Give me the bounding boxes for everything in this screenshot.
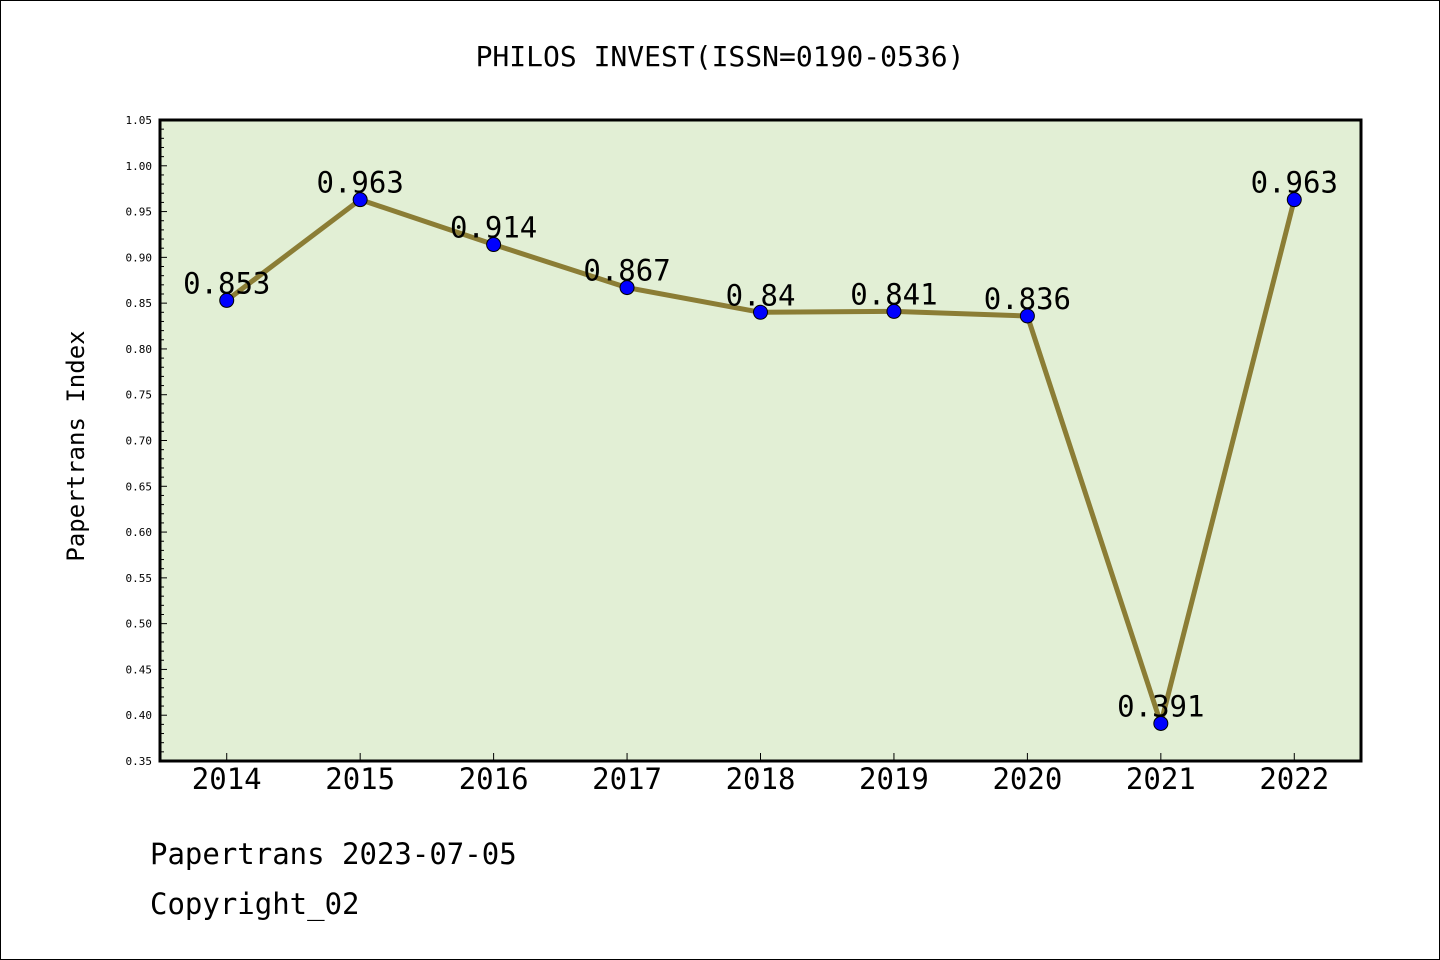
data-point xyxy=(619,280,635,296)
y-tick-label: 0.70 xyxy=(126,435,153,448)
data-label: 0.963 xyxy=(1251,166,1338,200)
data-label: 0.853 xyxy=(183,266,270,300)
y-tick-label: 0.90 xyxy=(126,251,153,264)
y-tick-label: 0.55 xyxy=(126,572,153,585)
y-tick-label: 0.65 xyxy=(126,480,153,493)
y-axis: 0.35 0.40 0.45 0.50 0.55 0.60 0.65 0.70 0.75 0.80… xyxy=(126,114,153,768)
data-point xyxy=(753,304,768,320)
y-axis-label: Papertrans Index xyxy=(62,330,90,561)
x-tick-label: 2016 xyxy=(459,762,529,796)
data-point xyxy=(886,303,902,319)
y-tick-label: 1.05 xyxy=(126,114,153,127)
data-point xyxy=(352,192,368,208)
y-tick-label: 0.85 xyxy=(126,297,153,310)
x-tick-label: 2021 xyxy=(1126,762,1196,796)
y-axis-minor-ticks xyxy=(160,119,167,762)
y-tick-label: 0.60 xyxy=(126,526,153,539)
y-tick-label: 0.45 xyxy=(126,663,153,676)
data-label: 0.867 xyxy=(583,254,670,288)
data-label: 0.841 xyxy=(850,277,937,311)
y-tick-label: 0.95 xyxy=(126,206,153,219)
y-tick-label: 0.35 xyxy=(126,755,153,768)
x-tick-label: 2018 xyxy=(726,762,796,796)
footer-date: Papertrans 2023-07-05 xyxy=(150,837,517,871)
data-label: 0.914 xyxy=(450,211,537,245)
x-tick-label: 2015 xyxy=(325,762,395,796)
x-tick-label: 2020 xyxy=(992,762,1062,796)
data-label: 0.84 xyxy=(726,278,796,312)
data-label: 0.836 xyxy=(984,282,1071,316)
y-tick-label: 0.75 xyxy=(126,389,153,402)
y-tick-label: 1.00 xyxy=(126,160,153,173)
y-tick-label: 0.80 xyxy=(126,343,153,356)
data-label: 0.963 xyxy=(317,166,404,200)
plot-area xyxy=(158,118,1363,763)
data-point xyxy=(1153,715,1169,731)
x-tick-label: 2014 xyxy=(192,762,262,796)
chart-title: PHILOS INVEST(ISSN=0190-0536) xyxy=(476,40,965,73)
data-point xyxy=(486,237,502,253)
data-point xyxy=(1019,308,1035,324)
y-tick-label: 0.40 xyxy=(126,709,153,722)
x-tick-label: 2017 xyxy=(592,762,662,796)
x-tick-label: 2022 xyxy=(1259,762,1329,796)
data-point xyxy=(219,292,235,308)
footer-copyright: Copyright_02 xyxy=(150,887,360,922)
series-markers xyxy=(219,192,1302,731)
x-tick-label: 2019 xyxy=(859,762,929,796)
data-point xyxy=(1286,192,1302,208)
data-label: 0.391 xyxy=(1117,689,1204,723)
y-tick-label: 0.50 xyxy=(126,618,153,631)
x-axis: 2014 2015 2016 2017 2018 2019 2020 2021 2022 xyxy=(192,753,1329,796)
data-labels: 0.853 0.963 0.914 0.867 0.84 0.841 0.836 0.391 0… xyxy=(183,166,1338,724)
